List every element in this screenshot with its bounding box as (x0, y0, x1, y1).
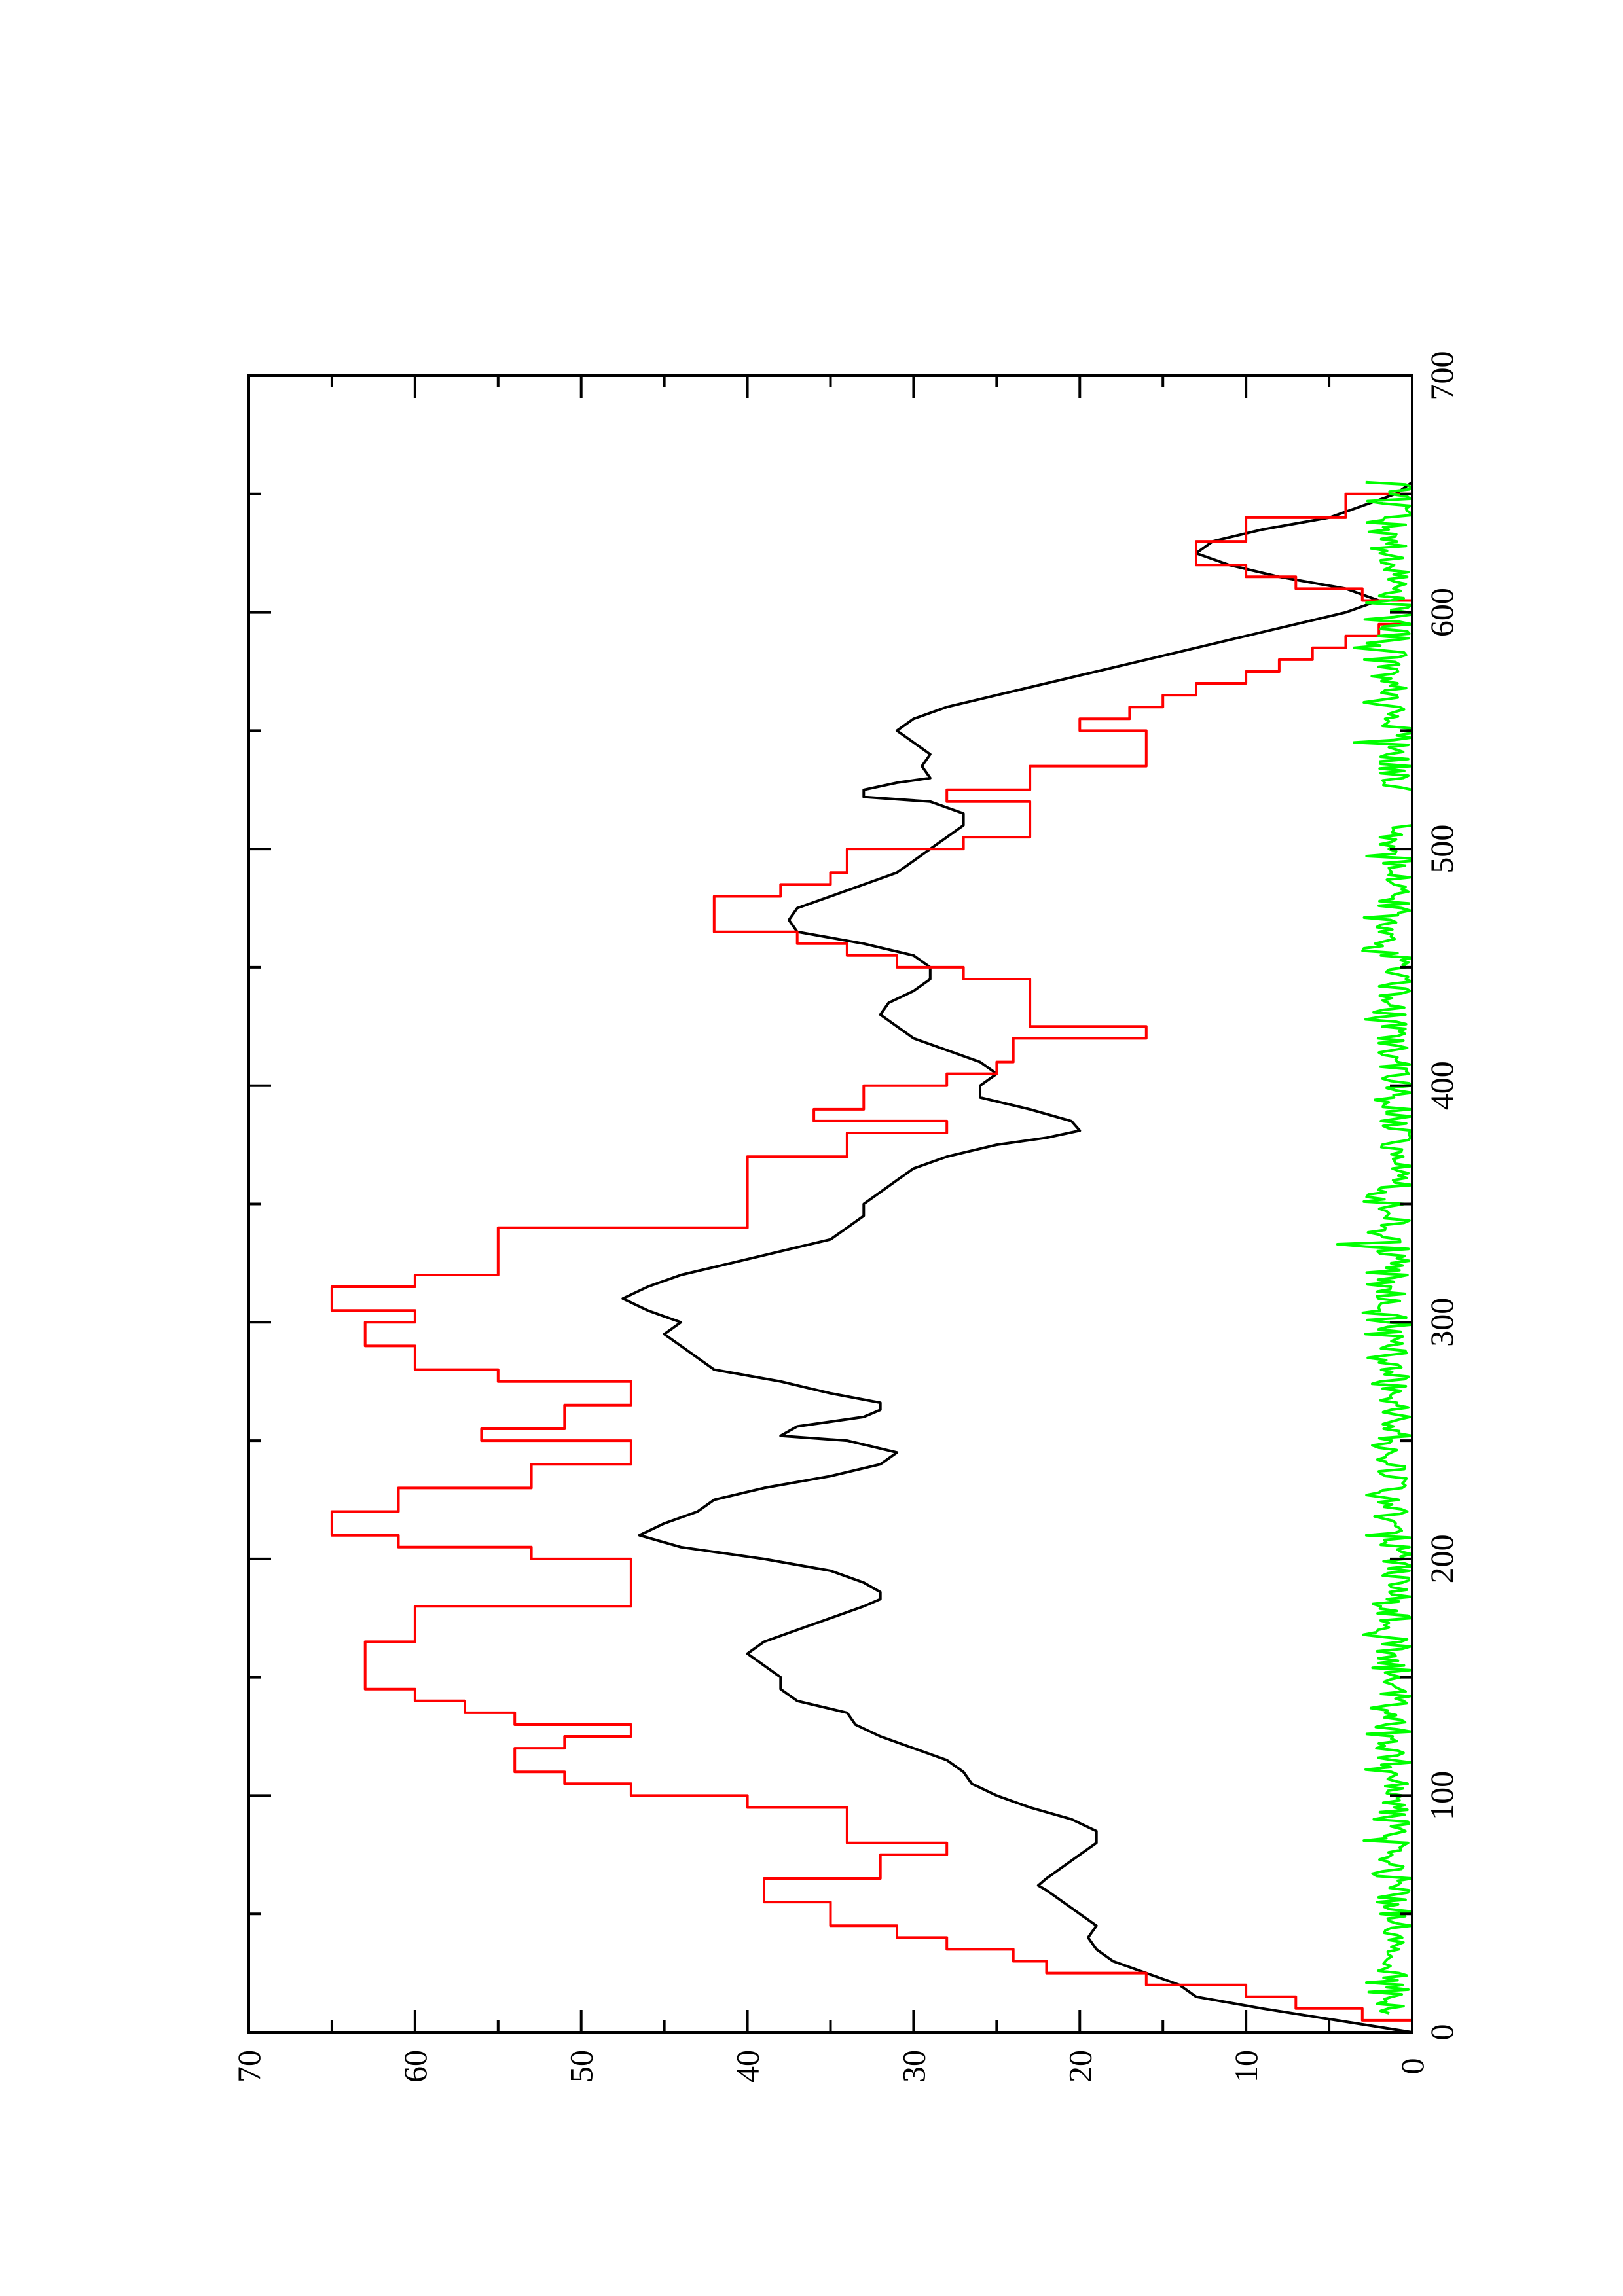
y-tick-label: 50 (563, 2050, 600, 2083)
y-tick-label: 30 (895, 2050, 932, 2083)
x-tick-label: 400 (1423, 1061, 1460, 1110)
y-tick-label: 60 (397, 2050, 433, 2083)
y-tick-label: 0 (1394, 2058, 1431, 2075)
y-tick-label: 20 (1061, 2050, 1098, 2083)
x-tick-label: 200 (1423, 1534, 1460, 1583)
x-axis: 0 100 200 300 400 500 600 700 (249, 351, 1460, 2041)
y-tick-label: 10 (1228, 2050, 1264, 2083)
x-tick-label: 600 (1423, 588, 1460, 637)
y-axis: 0 10 20 30 40 50 60 70 (230, 376, 1431, 2083)
series-line-1 (621, 481, 1413, 2034)
x-tick-label: 700 (1423, 351, 1460, 401)
plot-area (330, 480, 1413, 2034)
plot-frame (247, 374, 1413, 2034)
x-tick-label: 300 (1423, 1298, 1460, 1347)
y-tick-label: 40 (729, 2050, 766, 2083)
series-line-2 (330, 492, 1413, 2032)
y-tick-label: 70 (230, 2050, 267, 2083)
series-line-3 (1336, 480, 1413, 2015)
x-tick-label: 100 (1423, 1771, 1460, 1820)
x-tick-label: 500 (1423, 825, 1460, 874)
x-tick-label: 0 (1423, 2024, 1460, 2041)
